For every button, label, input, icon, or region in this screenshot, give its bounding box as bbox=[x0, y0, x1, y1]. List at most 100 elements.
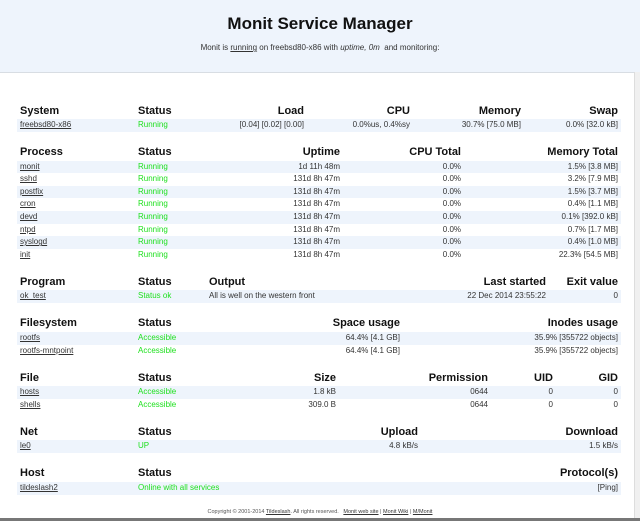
service-link[interactable]: rootfs bbox=[20, 332, 41, 342]
column-header: Status bbox=[138, 104, 172, 117]
page-title: Monit Service Manager bbox=[227, 14, 413, 33]
value-cell: 0.0% bbox=[343, 160, 464, 174]
value-cell: 131d 8h 47m bbox=[293, 249, 340, 259]
column-header: CPU Total bbox=[409, 146, 461, 159]
column-header: Output bbox=[209, 275, 246, 288]
service-name-cell: ntpd bbox=[17, 224, 135, 237]
service-link[interactable]: hosts bbox=[20, 387, 40, 397]
service-link[interactable]: cron bbox=[20, 199, 36, 209]
mmonit-link[interactable]: M/Monit bbox=[412, 509, 433, 515]
service-link[interactable]: sshd bbox=[20, 174, 37, 184]
value-cell: 0 bbox=[556, 386, 621, 399]
service-name-cell: devd bbox=[17, 210, 135, 224]
value-cell: 131d 8h 47m bbox=[205, 210, 343, 224]
value-cell: 131d 8h 47m bbox=[293, 174, 340, 184]
status-cell: Online with all services bbox=[135, 481, 335, 495]
filesystem-row: rootfs-mntpoint Accessible 64.4% [4.1 GB] 3… bbox=[17, 345, 621, 358]
value-cell: [0.04] [0.02] [0.00] bbox=[205, 119, 307, 132]
value-cell: 0.7% [1.7 MB] bbox=[567, 224, 618, 234]
net-row: le0 UP 4.8 kB/s 1.5 kB/s bbox=[17, 440, 621, 453]
process-row: init Running 131d 8h 47m 0.0% 22.3% [54.5 MB… bbox=[17, 249, 621, 262]
program-row: ok_test Status ok All is well on the weste… bbox=[17, 290, 621, 303]
value-cell: 0 bbox=[549, 290, 621, 303]
host-table: Host Status Protocol(s) tildeslash2 Online w… bbox=[17, 464, 621, 495]
status-cell: Running bbox=[138, 224, 168, 234]
tildeslash-link[interactable]: Tildeslash bbox=[265, 509, 291, 515]
service-link[interactable]: shells bbox=[20, 399, 41, 409]
monit-wiki-link[interactable]: Monit Wiki bbox=[383, 509, 409, 515]
service-name-cell: postfix bbox=[17, 185, 135, 199]
status-cell: Accessible bbox=[138, 345, 177, 355]
value-cell: 0644 bbox=[339, 386, 491, 399]
column-header: Status bbox=[138, 275, 172, 288]
value-cell: 0.4% [1.1 MB] bbox=[567, 199, 618, 209]
host-header-row: Host Status Protocol(s) bbox=[17, 464, 621, 482]
column-header: Uptime bbox=[302, 146, 340, 159]
value-cell: 1d 11h 48m bbox=[205, 160, 343, 174]
service-name-cell: rootfs-mntpoint bbox=[17, 345, 135, 358]
service-name-cell: le0 bbox=[17, 440, 135, 453]
status-cell: UP bbox=[135, 440, 205, 453]
service-link[interactable]: ok_test bbox=[20, 291, 46, 301]
column-header: Status bbox=[138, 371, 172, 384]
column-header: Load bbox=[277, 104, 304, 117]
column-header: Size bbox=[313, 371, 336, 384]
value-cell: 35.9% [355722 objects] bbox=[534, 345, 618, 355]
column-header: Status bbox=[138, 467, 172, 480]
status-cell: Status ok bbox=[135, 290, 206, 303]
column-header: System bbox=[20, 104, 60, 117]
value-cell: 0 bbox=[491, 386, 556, 399]
service-link[interactable]: init bbox=[20, 249, 31, 259]
service-link[interactable]: ntpd bbox=[20, 224, 36, 234]
value-cell: 0644 bbox=[470, 399, 488, 409]
service-link[interactable]: rootfs-mntpoint bbox=[20, 345, 74, 355]
status-cell: Accessible bbox=[135, 331, 205, 345]
service-link[interactable]: syslogd bbox=[20, 237, 48, 247]
status-cell: Accessible bbox=[135, 386, 205, 399]
service-link[interactable]: tildeslash2 bbox=[20, 482, 58, 492]
service-link[interactable]: le0 bbox=[20, 441, 31, 451]
service-link[interactable]: postfix bbox=[20, 186, 44, 196]
process-table: Process Status Uptime CPU Total Memory Total… bbox=[17, 143, 621, 262]
service-name-cell: monit bbox=[17, 160, 135, 174]
value-cell: 0.0% bbox=[343, 236, 464, 249]
value-cell: 0.1% [392.0 kB] bbox=[464, 210, 621, 224]
value-cell: 1.8 kB bbox=[205, 386, 339, 399]
service-name-cell: syslogd bbox=[17, 236, 135, 249]
process-row: devd Running 131d 8h 47m 0.0% 0.1% [392.0 kB… bbox=[17, 210, 621, 224]
value-cell: 0.0%us, 0.4%sy bbox=[307, 119, 413, 132]
status-cell: Running bbox=[135, 119, 205, 132]
monit-web-site-link[interactable]: Monit web site bbox=[343, 509, 379, 515]
service-name-cell: rootfs bbox=[17, 331, 135, 345]
filesystem-header-row: Filesystem Status Space usage Inodes usage bbox=[17, 314, 621, 332]
process-row: monit Running 1d 11h 48m 0.0% 1.5% [3.8 MB] bbox=[17, 160, 621, 174]
program-header-row: Program Status Output Last started Exit valu… bbox=[17, 272, 621, 290]
running-link[interactable]: running bbox=[230, 43, 258, 52]
column-header: UID bbox=[534, 371, 553, 384]
file-header-row: File Status Size Permission UID GID bbox=[17, 368, 621, 386]
scrollbar[interactable] bbox=[634, 72, 640, 521]
value-cell: All is well on the western front bbox=[206, 290, 406, 303]
service-link[interactable]: monit bbox=[20, 161, 40, 171]
process-row: sshd Running 131d 8h 47m 0.0% 3.2% [7.9 MB] bbox=[17, 173, 621, 186]
value-cell: 30.7% [75.0 MB] bbox=[413, 119, 524, 132]
column-header: Upload bbox=[380, 425, 418, 438]
status-cell: Running bbox=[138, 174, 168, 184]
column-header: Status bbox=[138, 425, 172, 438]
service-link[interactable]: freebsd80-x86 bbox=[20, 120, 72, 129]
service-link[interactable]: devd bbox=[20, 211, 38, 221]
service-name-cell: shells bbox=[17, 399, 135, 412]
column-header: Inodes usage bbox=[547, 317, 618, 330]
value-cell: [Ping] bbox=[335, 481, 621, 495]
column-header: Status bbox=[138, 146, 172, 159]
service-name-cell: hosts bbox=[17, 386, 135, 399]
value-cell: 131d 8h 47m bbox=[293, 199, 340, 209]
value-cell: 309.0 B bbox=[308, 399, 336, 409]
footer: Copyright © 2001-2014 Tildeslash. All ri… bbox=[207, 509, 433, 515]
status-cell: Running bbox=[135, 185, 205, 199]
column-header: Swap bbox=[589, 104, 618, 117]
program-table: Program Status Output Last started Exit valu… bbox=[17, 272, 621, 303]
status-cell: Accessible bbox=[138, 399, 177, 409]
column-header: Status bbox=[138, 317, 172, 330]
process-row: ntpd Running 131d 8h 47m 0.0% 0.7% [1.7 MB] bbox=[17, 224, 621, 237]
